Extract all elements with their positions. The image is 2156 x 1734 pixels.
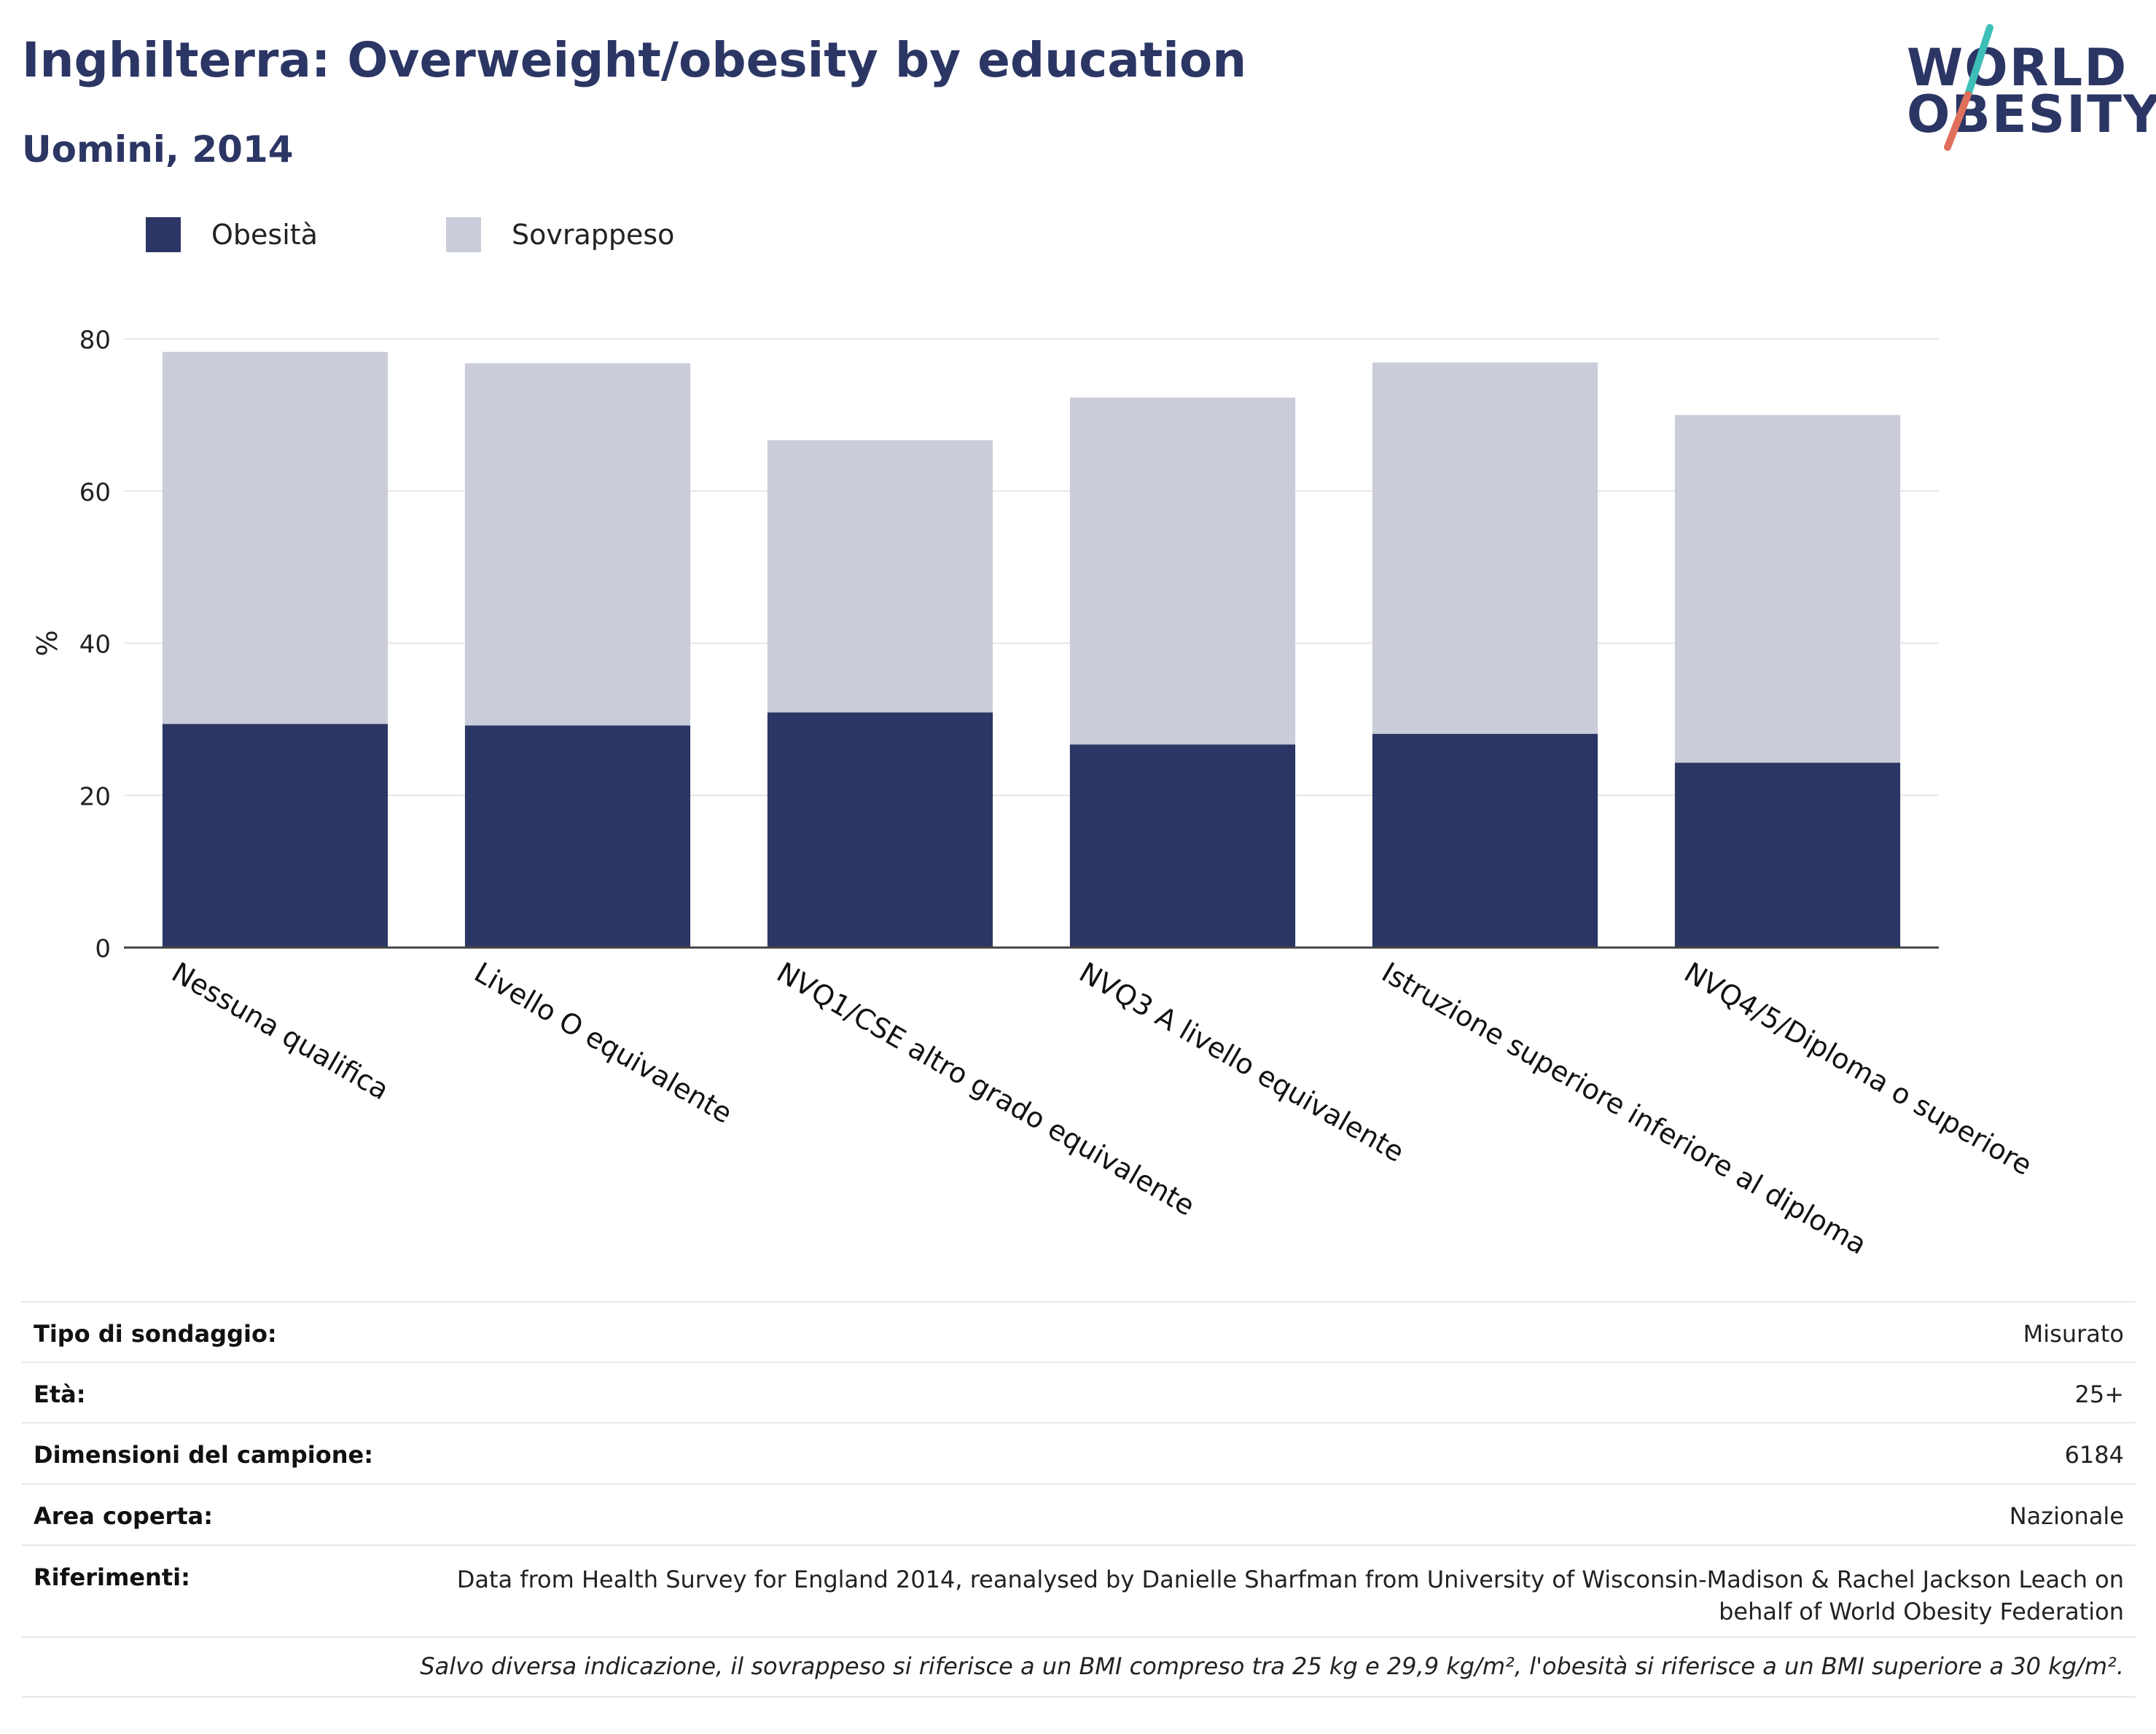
- info-label: Area coperta:: [34, 1502, 214, 1530]
- bar-overweight: [1674, 415, 1901, 763]
- legend-label-obesity: Obesità: [211, 219, 318, 251]
- bar-overweight: [767, 440, 993, 713]
- info-label: Dimensioni del campione:: [34, 1441, 374, 1469]
- y-tick-label: 60: [79, 478, 111, 507]
- chart-title: Inghilterra: Overweight/obesity by educa…: [22, 32, 1247, 88]
- info-row-sample-size: Dimensioni del campione: 6184: [22, 1422, 2136, 1483]
- world-obesity-logo: WORLD OBESITY: [1895, 22, 2156, 153]
- footnote-row: Salvo diversa indicazione, il sovrappeso…: [22, 1636, 2136, 1698]
- survey-info-table: Tipo di sondaggio: Misurato Età: 25+ Dim…: [22, 1301, 2136, 1698]
- info-row-references: Riferimenti: Data from Health Survey for…: [22, 1544, 2136, 1636]
- info-value: 6184: [2064, 1441, 2124, 1469]
- x-tick-label: Nessuna qualifica: [166, 956, 394, 1106]
- info-value: Data from Health Survey for England 2014…: [456, 1566, 2124, 1625]
- x-tick-label: Livello O equivalente: [469, 956, 738, 1130]
- y-tick-label: 80: [79, 326, 111, 355]
- x-tick-label: NVQ3 A livello equivalente: [1074, 956, 1409, 1168]
- logo-slash-icon: [1944, 24, 1993, 151]
- y-tick-label: 0: [95, 934, 111, 964]
- bar-obesity: [1069, 744, 1296, 948]
- y-axis-label: %: [31, 630, 63, 656]
- bar-overweight: [1069, 397, 1296, 745]
- y-tick-label: 20: [79, 782, 111, 811]
- info-label: Tipo di sondaggio:: [34, 1320, 277, 1348]
- y-tick-label: 40: [79, 630, 111, 660]
- x-tick-label: Istruzione superiore inferiore al diplom…: [1376, 956, 1872, 1261]
- bar-overweight: [464, 363, 691, 726]
- bar-obesity: [1674, 762, 1901, 948]
- info-value: 25+: [2074, 1380, 2124, 1408]
- legend-swatch-obesity: [146, 217, 181, 252]
- bar-obesity: [1372, 733, 1598, 948]
- logo-text-world: WORLD: [1907, 38, 2128, 98]
- info-row-survey-type: Tipo di sondaggio: Misurato: [22, 1301, 2136, 1362]
- chart-subtitle: Uomini, 2014: [22, 128, 294, 171]
- bar-obesity: [464, 725, 691, 948]
- info-value: Misurato: [2023, 1320, 2124, 1348]
- bar-overweight: [162, 351, 388, 725]
- bar-obesity: [162, 724, 388, 948]
- legend-swatch-overweight: [446, 217, 481, 252]
- footnote-text: Salvo diversa indicazione, il sovrappeso…: [420, 1652, 2124, 1680]
- bar-chart: 0 20 40 60 80% Nessuna qualifica Livello O equ…: [31, 326, 2037, 1261]
- info-row-area: Area coperta: Nazionale: [22, 1483, 2136, 1544]
- legend-label-overweight: Sovrappeso: [512, 219, 675, 251]
- info-label: Riferimenti:: [34, 1563, 190, 1591]
- info-label: Età:: [34, 1380, 86, 1408]
- x-tick-label: NVQ4/5/Diploma o superiore: [1679, 956, 2037, 1182]
- bar-obesity: [767, 712, 993, 948]
- logo-text-obesity: OBESITY: [1907, 85, 2156, 144]
- info-row-age: Età: 25+: [22, 1362, 2136, 1422]
- info-value: Nazionale: [2009, 1502, 2124, 1530]
- bar-overweight: [1372, 362, 1598, 734]
